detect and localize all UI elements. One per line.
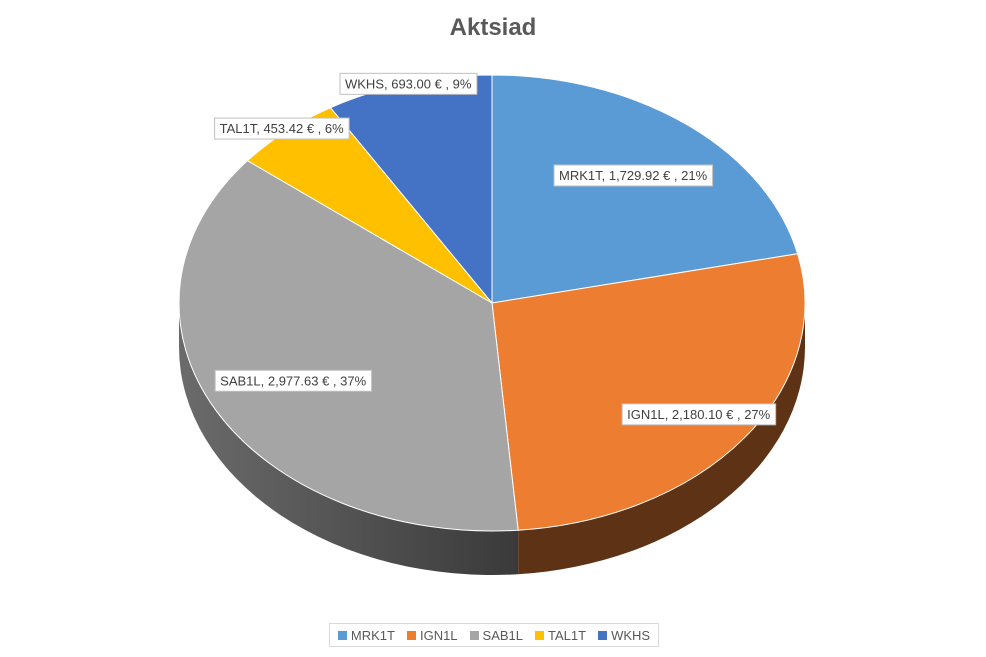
legend-swatch [535,630,545,640]
legend-swatch [406,630,416,640]
data-label-text: WKHS, 693.00 € , 9% [345,76,472,91]
data-label-text: TAL1T, 453.42 € , 6% [220,121,344,136]
legend-label: TAL1T [548,627,587,643]
data-label-box [621,403,777,426]
data-label-text: IGN1L, 2,180.10 € , 27% [627,407,771,422]
data-label-sab1l: SAB1L, 2,977.63 € , 37% [214,369,373,392]
pie-slice-side-ign1l [518,303,805,575]
legend-swatch [337,630,347,640]
data-label-wkhs: WKHS, 693.00 € , 9% [339,72,478,95]
pie-chart: MRK1T, 1,729.92 € , 21% IGN1L, 2,180.10 €… [178,72,806,575]
legend-label: SAB1L [482,627,524,643]
legend-item-wkhs: WKHS [598,628,650,643]
pie-slice-ign1l [491,253,806,531]
chart-legend: MRK1T IGN1L SAB1L TAL1T WKHS [329,623,659,647]
legend-swatch [598,630,608,640]
legend-swatch [469,630,479,640]
data-label-box [553,164,714,187]
data-label-tal1t: TAL1T, 453.42 € , 6% [214,117,350,140]
data-label-text: MRK1T, 1,729.92 € , 21% [559,168,708,183]
pie-slice-sab1l [178,160,519,532]
pie-slice-side-sab1l [179,303,519,575]
legend-item-sab1l: SAB1L [469,627,524,643]
pie-slice-mrk1t [491,74,799,304]
legend-label: WKHS [611,627,651,643]
data-label-mrk1t: MRK1T, 1,729.92 € , 21% [553,164,714,187]
chart-title: Aktsiad [449,14,537,41]
data-label-box [214,117,350,140]
data-label-box [339,72,478,95]
legend-item-ign1l: IGN1L [406,627,458,643]
data-label-text: SAB1L, 2,977.63 € , 37% [220,373,366,388]
data-label-ign1l: IGN1L, 2,180.10 € , 27% [621,403,777,426]
legend-label: IGN1L [419,627,458,643]
legend-item-mrk1t: MRK1T [337,627,395,643]
legend-item-tal1t: TAL1T [535,628,586,643]
legend-label: MRK1T [350,627,395,643]
data-label-box [214,369,373,392]
